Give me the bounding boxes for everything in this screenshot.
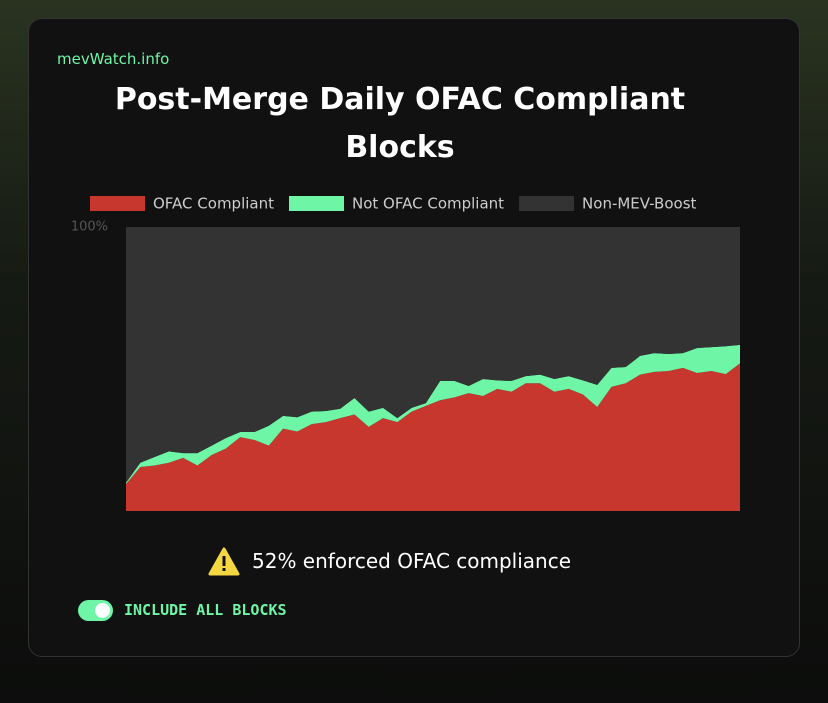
area (126, 227, 740, 483)
legend-label: Non-MEV-Boost (582, 195, 696, 213)
legend-swatch (90, 196, 145, 211)
area (126, 363, 740, 511)
toggle-knob (95, 603, 110, 618)
site-name[interactable]: mevWatch.info (57, 50, 170, 68)
notice: 52% enforced OFAC compliance (252, 549, 572, 573)
toggle[interactable] (78, 600, 113, 621)
legend-label: Not OFAC Compliant (352, 195, 504, 213)
legend-swatch (289, 196, 344, 211)
y-tick-label: 100% (71, 220, 108, 235)
legend-label: OFAC Compliant (153, 195, 274, 213)
chart-title: Post-Merge Daily OFAC Compliant Blocks (114, 82, 686, 165)
area (126, 344, 740, 485)
toggle-label[interactable]: INCLUDE ALL BLOCKS (124, 601, 287, 619)
legend-swatch (519, 196, 575, 211)
warning-icon (208, 547, 240, 576)
